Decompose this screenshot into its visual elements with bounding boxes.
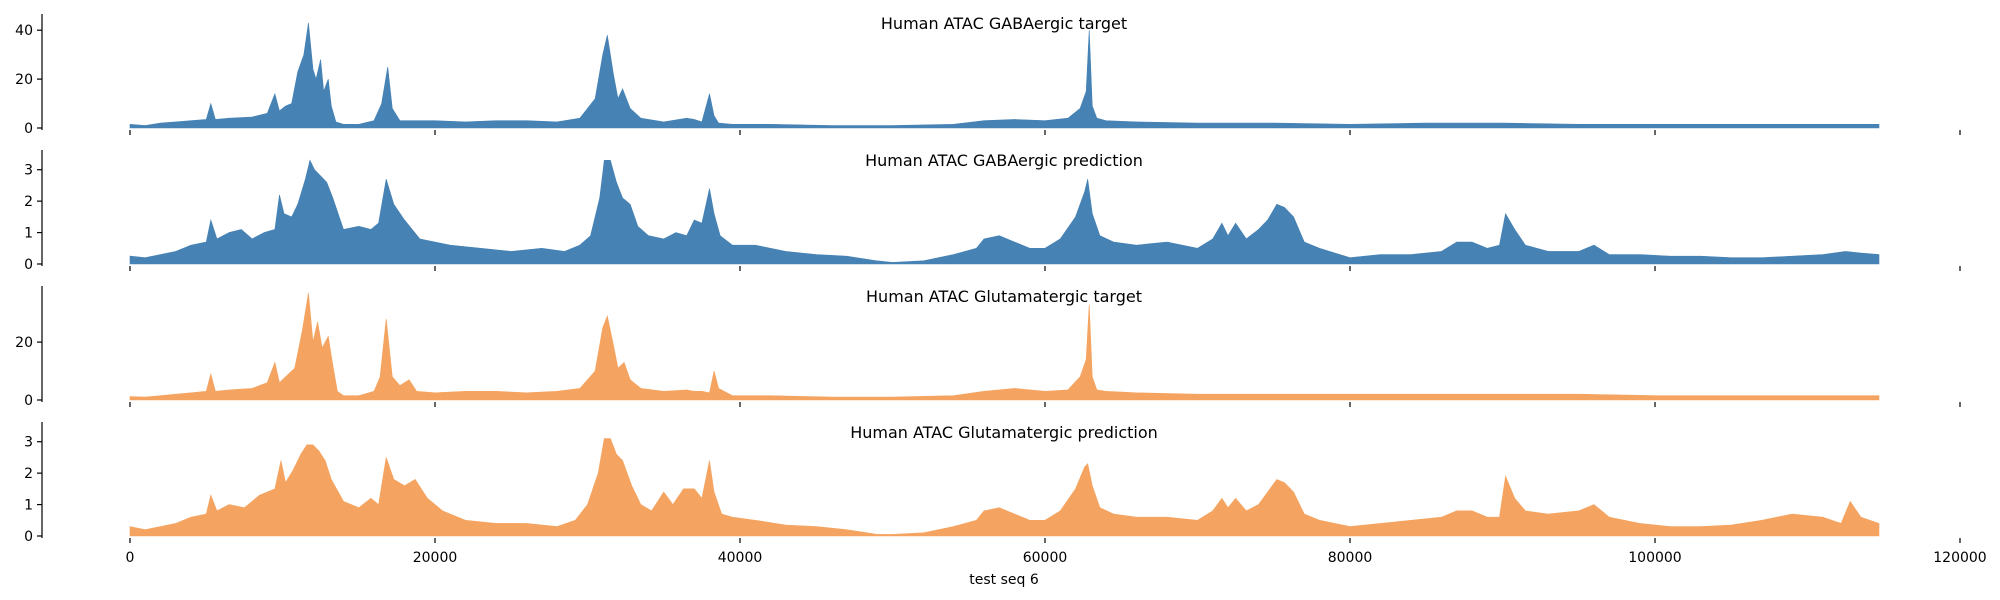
- panel-3-title: Human ATAC Glutamatergic target: [866, 287, 1142, 306]
- panel-2-title: Human ATAC GABAergic prediction: [865, 151, 1143, 170]
- panel-4-y-tick-label: 0: [24, 529, 33, 545]
- x-axis-tick-labels: 0 20000 40000 60000 80000 100000 120000: [126, 550, 1987, 566]
- panel-1-y-tick-label: 20: [15, 72, 33, 88]
- x-tick-label: 20000: [413, 550, 458, 566]
- panel-2-area-series: [129, 159, 1880, 265]
- panel-4: 0 1 2 3 Human ATAC Glutamatergic prediction: [24, 422, 1961, 545]
- x-tick-label: 120000: [1933, 550, 1986, 566]
- panel-4-title: Human ATAC Glutamatergic prediction: [850, 423, 1158, 442]
- panel-1-area-series: [129, 22, 1880, 129]
- panel-2-y-tick-label: 3: [24, 163, 33, 179]
- panel-4-area-series: [129, 438, 1880, 537]
- x-tick-label: 40000: [718, 550, 763, 566]
- panel-4-y-tick-label: 1: [24, 498, 33, 514]
- panel-2-y-tick-label: 1: [24, 226, 33, 242]
- panel-2: 0 1 2 3 Human ATAC GABAergic prediction: [24, 150, 1961, 273]
- x-tick-label: 100000: [1628, 550, 1681, 566]
- panel-2-y-tick-label: 2: [24, 194, 33, 210]
- panel-1: 0 20 40 Human ATAC GABAergic target: [15, 14, 1961, 137]
- x-axis-label: test seq 6: [969, 572, 1039, 588]
- x-tick-label: 60000: [1023, 550, 1068, 566]
- panel-3-area-series: [129, 292, 1880, 401]
- panel-4-y-tick-label: 3: [24, 435, 33, 451]
- panel-3-y-tick-label: 0: [24, 393, 33, 409]
- panel-3: 0 20 Human ATAC Glutamatergic target: [15, 286, 1961, 409]
- x-tick-label: 80000: [1328, 550, 1373, 566]
- panel-1-title: Human ATAC GABAergic target: [881, 14, 1127, 33]
- panel-1-y-tick-label: 40: [15, 23, 33, 39]
- panel-4-y-tick-label: 2: [24, 466, 33, 482]
- panel-1-y-tick-label: 0: [24, 121, 33, 137]
- x-tick-label: 0: [126, 550, 135, 566]
- panel-2-y-tick-label: 0: [24, 257, 33, 273]
- panel-3-y-tick-label: 20: [15, 335, 33, 351]
